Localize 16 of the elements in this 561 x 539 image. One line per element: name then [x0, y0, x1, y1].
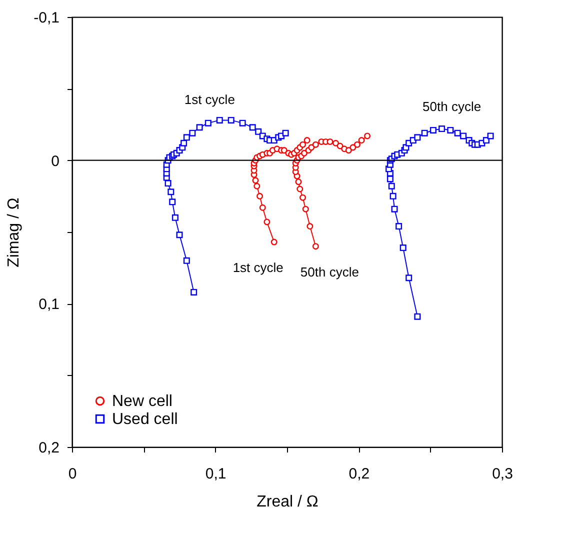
y-axis-title: Zimag / Ω [6, 198, 23, 268]
x-axis-title: Zreal / Ω [256, 494, 318, 510]
annotation: 1st cycle [232, 260, 284, 276]
y-tick-label: 0,2 [38, 440, 60, 456]
y-tick-label: 0 [51, 152, 60, 170]
legend-label: New cell [112, 393, 172, 410]
y-tick-label: 0,1 [38, 296, 60, 314]
y-tick-label: -0,1 [34, 10, 60, 26]
x-tick-label: 0,3 [492, 466, 513, 482]
legend-label: Used cell [112, 411, 178, 428]
annotation: 50th cycle [422, 98, 482, 114]
x-tick-label: 0,1 [205, 466, 226, 482]
annotation: 1st cycle [184, 92, 235, 108]
x-tick-label: 0 [68, 466, 77, 482]
annotation: 50th cycle [300, 264, 359, 280]
x-tick-label: 0,2 [348, 466, 370, 482]
